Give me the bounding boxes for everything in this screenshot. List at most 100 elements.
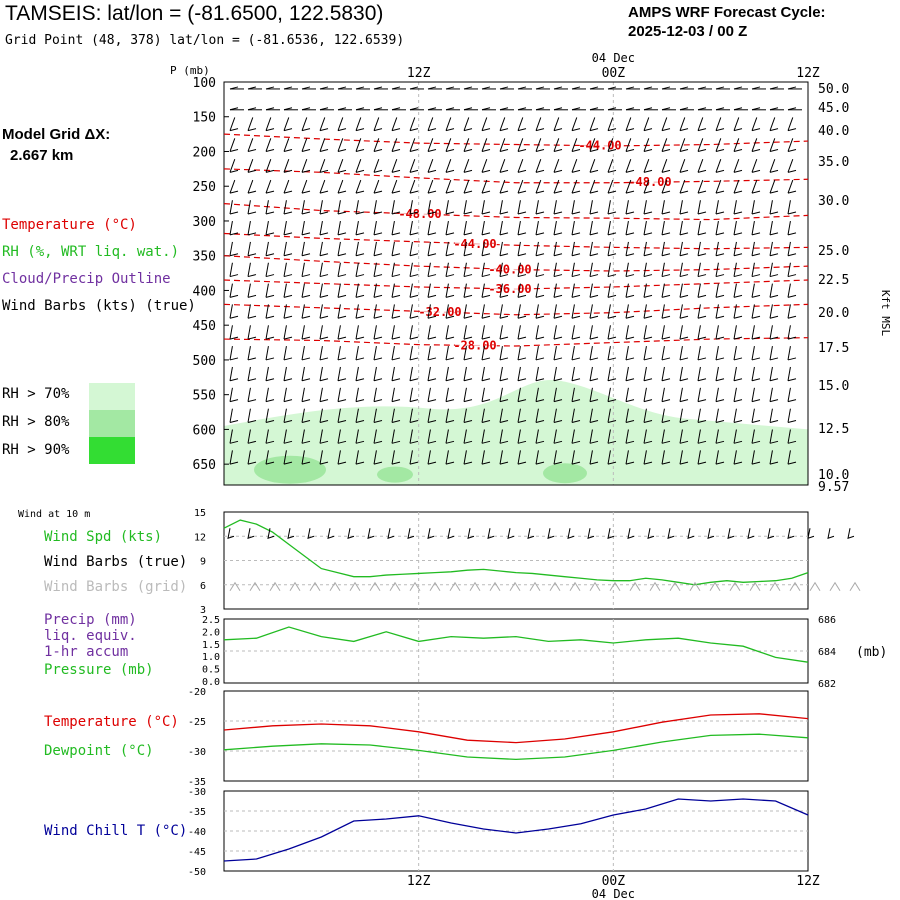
surface-wind-barb-grid <box>729 581 741 592</box>
wind-barb <box>445 179 455 194</box>
wind-barb <box>769 304 779 319</box>
legend-precip: Precip (mm) <box>44 612 137 628</box>
wind-barb <box>247 408 257 423</box>
wind-barb <box>355 408 365 423</box>
wind-barb <box>499 86 514 90</box>
wind-barb <box>787 138 797 152</box>
wind-barb <box>373 304 383 319</box>
wind-barb <box>265 200 275 215</box>
wind-barb <box>571 387 581 403</box>
wind-barb <box>715 325 725 340</box>
wind-barb <box>589 304 599 319</box>
legend-windchill: Wind Chill T (°C) <box>44 823 188 839</box>
wind-barb <box>481 366 491 382</box>
wind-barb <box>751 241 761 257</box>
surface-wind-barb-true <box>767 528 775 539</box>
pressure-tick-label: 650 <box>193 458 216 473</box>
wind-barb <box>643 138 653 152</box>
wind-barb <box>625 220 635 236</box>
wind-barb <box>427 179 437 194</box>
wind-barb <box>427 200 437 215</box>
wind-barb <box>355 429 365 444</box>
surface-wind-barb-true <box>827 528 835 539</box>
surface-wind-barb-grid <box>329 581 341 592</box>
wind-barb <box>409 200 419 215</box>
wind-barb <box>661 262 671 278</box>
surface-wind-barb-true <box>447 528 455 539</box>
wind-barb <box>679 241 689 257</box>
surface-wind-barb-true <box>727 528 735 539</box>
wind-barb <box>643 262 653 278</box>
wind-barb <box>787 179 797 194</box>
wind-barb <box>643 107 658 111</box>
wind-barb <box>607 200 617 215</box>
wind-barb <box>643 429 653 444</box>
wind-barb <box>409 107 424 111</box>
windchill-tick-label: -40 <box>188 827 206 838</box>
wind-barb <box>229 117 239 132</box>
wind-barb <box>535 200 545 215</box>
surface-wind-barb-true <box>387 528 395 539</box>
wind-barb <box>607 325 617 340</box>
wind-barb <box>463 138 473 152</box>
windchill-tick-label: -45 <box>188 847 206 858</box>
height-tick-label: 12.5 <box>818 422 849 437</box>
pressure-tick-label: 100 <box>193 76 216 91</box>
wind-barb <box>499 283 509 298</box>
wind-barb <box>697 262 707 278</box>
wind-barb <box>517 138 527 152</box>
temperature-series-line <box>223 713 809 744</box>
wind-barb <box>409 346 419 361</box>
wind-barb <box>625 200 635 215</box>
wind-barb <box>463 117 473 132</box>
wind-barb <box>733 262 743 278</box>
legend-wind-speed: Wind Spd (kts) <box>44 529 163 545</box>
wind-barb <box>319 107 334 111</box>
wind-barb <box>607 429 617 444</box>
wind-barb <box>715 450 725 465</box>
wind-barb <box>229 107 244 111</box>
surface-wind-barb-true <box>807 528 815 539</box>
wind-barb <box>373 262 383 278</box>
wind-barb <box>715 159 725 173</box>
wind10-tick-label: 6 <box>200 581 206 592</box>
wind-barb <box>715 179 725 194</box>
wind-barb <box>265 159 275 173</box>
wind-barb <box>679 429 689 444</box>
pressure-tick-label-right: 686 <box>818 615 836 626</box>
wind-barb <box>445 304 455 319</box>
wind-barb <box>733 325 743 340</box>
wind-barb <box>589 283 599 298</box>
wind-barb <box>355 387 365 403</box>
wind-barb <box>517 220 527 236</box>
wind-barb <box>247 138 257 152</box>
height-tick-label: 22.5 <box>818 273 849 288</box>
wind-barb <box>247 450 257 465</box>
wind-barb <box>589 450 599 465</box>
wind-barb <box>715 138 725 152</box>
wind-barb <box>391 262 401 278</box>
wind-barb <box>571 262 581 278</box>
wind-barb <box>427 220 437 236</box>
wind-barb <box>733 220 743 236</box>
temperature-contour <box>223 202 809 221</box>
wind-barb <box>715 220 725 236</box>
surface-wind-barb-true <box>307 528 315 539</box>
surface-wind-barb-grid <box>809 581 821 592</box>
wind-barb <box>679 107 694 111</box>
wind-barb <box>625 107 640 111</box>
wind-barb <box>463 346 473 361</box>
wind-barb <box>589 408 599 423</box>
wind-barb <box>301 283 311 298</box>
wind-barb <box>751 450 761 465</box>
wind-barb <box>571 107 586 111</box>
wind-barb <box>283 408 293 423</box>
surface-wind-barb-true <box>487 528 495 539</box>
wind-barb <box>733 408 743 423</box>
wind-barb <box>337 179 347 194</box>
wind-barb <box>697 304 707 319</box>
wind-barb <box>517 200 527 215</box>
wind-barb <box>769 429 779 444</box>
contour-label-bg <box>630 174 672 189</box>
surface-wind-barb-grid <box>669 581 681 592</box>
